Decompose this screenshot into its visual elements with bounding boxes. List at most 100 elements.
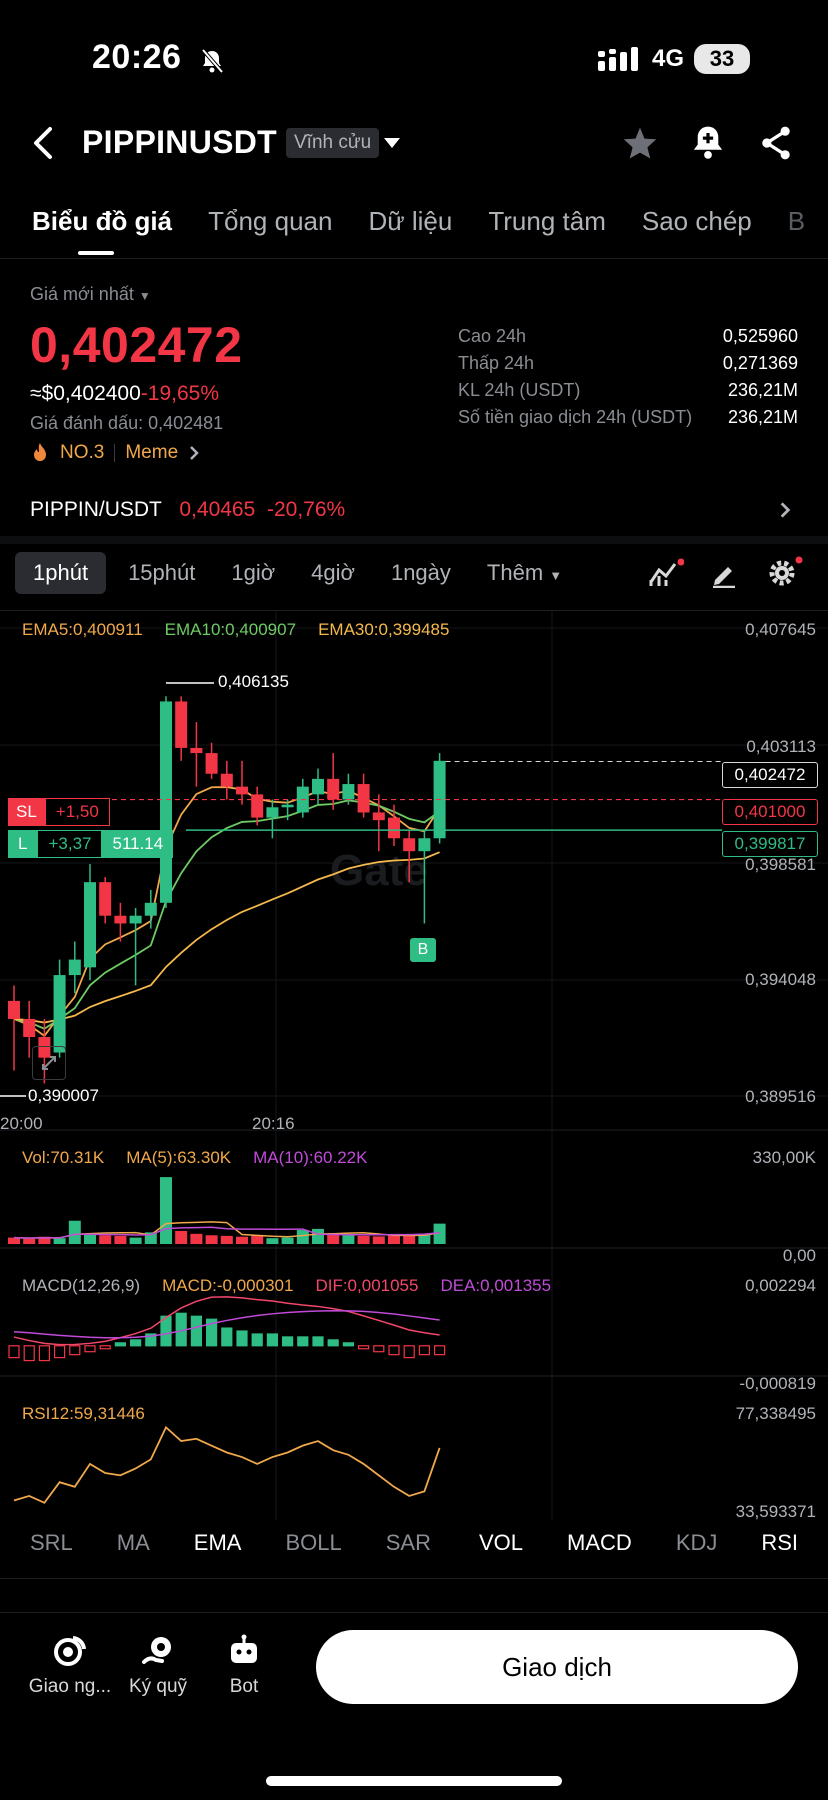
- volume-bar: [388, 1235, 400, 1244]
- tab-more[interactable]: B: [787, 206, 806, 236]
- contract-type-badge[interactable]: Vĩnh cửu: [286, 128, 380, 158]
- volume-bar: [160, 1177, 172, 1244]
- indicator-selector: SRL MA EMA BOLL SAR VOL MACD KDJ RSI WR: [0, 1530, 828, 1556]
- macd-histogram-bar: [145, 1333, 157, 1347]
- volume-bars: [8, 1177, 446, 1244]
- candle-body: [281, 804, 294, 808]
- volume-bar: [418, 1233, 431, 1244]
- macd-panel: [8, 1296, 446, 1362]
- volume-bar: [312, 1228, 324, 1244]
- volume-bar: [68, 1220, 81, 1244]
- volume-bar: [114, 1235, 127, 1244]
- l-price-tag: 0,399817: [722, 831, 818, 857]
- latest-price-label[interactable]: Giá mới nhất ▼: [30, 284, 151, 304]
- macd-histogram-bar: [312, 1336, 324, 1347]
- indicator-vol[interactable]: VOL: [479, 1530, 524, 1555]
- candle-body: [372, 812, 385, 821]
- long-position-tag[interactable]: L +3,37 511.14: [8, 830, 174, 858]
- candle-body: [68, 959, 81, 976]
- alert-bell-icon[interactable]: [692, 124, 724, 160]
- macd-histogram-bar: [358, 1345, 370, 1350]
- candle-body: [84, 882, 96, 968]
- volume-bar: [236, 1236, 248, 1244]
- margin-icon: [142, 1637, 171, 1664]
- sl-value: +1,50: [44, 798, 110, 826]
- macd-axis-top: 0,002294: [745, 1276, 816, 1295]
- overlays: [0, 682, 722, 1097]
- ema10-label: EMA10:0,400907: [164, 620, 297, 639]
- indicator-kdj[interactable]: KDJ: [675, 1530, 718, 1555]
- stat-low: Thấp 24h 0,271369: [458, 353, 798, 373]
- candle-body: [312, 778, 324, 795]
- tab-chart[interactable]: Biểu đồ giá: [32, 206, 173, 236]
- signal-icon: [597, 47, 638, 71]
- dif-line: [13, 1296, 440, 1346]
- spot-pair: PIPPIN/USDT: [30, 498, 162, 521]
- share-icon[interactable]: [760, 126, 792, 160]
- candle-body: [38, 1037, 51, 1058]
- fire-icon: [34, 443, 46, 461]
- indicator-sar[interactable]: SAR: [385, 1530, 431, 1555]
- tf-1d[interactable]: 1ngày: [390, 560, 451, 585]
- macd-histogram-bar: [84, 1345, 96, 1353]
- volume-bar: [281, 1237, 294, 1244]
- indicator-ema[interactable]: EMA: [193, 1530, 242, 1555]
- tab-copy[interactable]: Sao chép: [641, 206, 752, 236]
- tab-overview[interactable]: Tổng quan: [208, 206, 333, 236]
- rank-row[interactable]: NO.3 Meme: [30, 442, 200, 464]
- volume-bar: [403, 1234, 416, 1244]
- usd-price: ≈$0,402400-19,65%: [30, 382, 219, 406]
- nav-trade[interactable]: Giao ng...: [22, 1634, 118, 1698]
- chevron-down-icon[interactable]: [384, 138, 400, 148]
- candle-body: [8, 1000, 20, 1019]
- rsi-axis-top: 77,338495: [735, 1404, 816, 1423]
- axis-price-label: 0,403113: [746, 737, 816, 756]
- tf-15m[interactable]: 15phút: [128, 560, 196, 585]
- tf-1m[interactable]: 1phút: [15, 552, 107, 594]
- indicator-rsi[interactable]: RSI: [761, 1530, 799, 1555]
- ema30-label: EMA30:0,399485: [318, 620, 450, 639]
- candle-body: [23, 1018, 36, 1038]
- macd-histogram-bar: [99, 1345, 111, 1350]
- chart-grid: [0, 610, 828, 1520]
- sl-price-tag: 0,401000: [722, 799, 818, 825]
- rank-label: NO.3: [60, 442, 105, 463]
- spot-pair-row[interactable]: PIPPIN/USDT 0,40465 -20,76%: [30, 498, 345, 522]
- home-indicator[interactable]: [266, 1776, 562, 1786]
- volume-legend: Vol:70.31K MA(5):63.30K MA(10):60.22K: [22, 1148, 367, 1168]
- draw-pen-icon[interactable]: [710, 560, 738, 588]
- indicator-srl[interactable]: SRL: [30, 1530, 73, 1555]
- tf-4h[interactable]: 4giờ: [311, 560, 355, 585]
- tab-bar: Biểu đồ giá Tổng quan Dữ liệu Trung tâm …: [32, 206, 805, 237]
- tf-more[interactable]: Thêm ▼: [486, 560, 563, 585]
- chevron-right-icon[interactable]: [778, 500, 792, 520]
- expand-button[interactable]: [32, 1046, 66, 1080]
- settings-gear-icon[interactable]: [768, 556, 804, 588]
- tf-1h[interactable]: 1giờ: [231, 560, 276, 585]
- page-title[interactable]: PIPPINUSDT: [82, 124, 278, 160]
- trade-button[interactable]: Giao dịch: [316, 1630, 798, 1704]
- indicator-ma[interactable]: MA: [116, 1530, 150, 1555]
- spot-price: 0,40465: [179, 498, 256, 521]
- indicator-icon[interactable]: [648, 558, 684, 588]
- candles: [8, 696, 446, 1084]
- star-icon[interactable]: [622, 126, 658, 160]
- volume-bar: [175, 1230, 188, 1244]
- candle-body: [236, 786, 248, 795]
- sl-position-tag[interactable]: SL +1,50: [8, 798, 110, 826]
- indicator-boll[interactable]: BOLL: [285, 1530, 342, 1555]
- high-marker: 0,406135: [218, 672, 289, 691]
- tab-data[interactable]: Dữ liệu: [368, 206, 453, 236]
- macd-histogram-bar: [266, 1333, 278, 1347]
- buy-signal-marker[interactable]: B: [410, 938, 436, 962]
- macd-histogram-bar: [403, 1345, 415, 1359]
- indicator-macd[interactable]: MACD: [567, 1530, 632, 1555]
- tab-center[interactable]: Trung tâm: [488, 206, 606, 236]
- macd-histogram-bar: [190, 1315, 202, 1347]
- back-arrow-icon[interactable]: [30, 126, 56, 160]
- macd-histogram-bar: [206, 1318, 218, 1347]
- price-chart[interactable]: Gate: [0, 610, 828, 1520]
- nav-margin[interactable]: Ký quỹ: [110, 1634, 206, 1698]
- nav-bot[interactable]: Bot: [196, 1634, 292, 1698]
- volume-bar: [23, 1238, 36, 1244]
